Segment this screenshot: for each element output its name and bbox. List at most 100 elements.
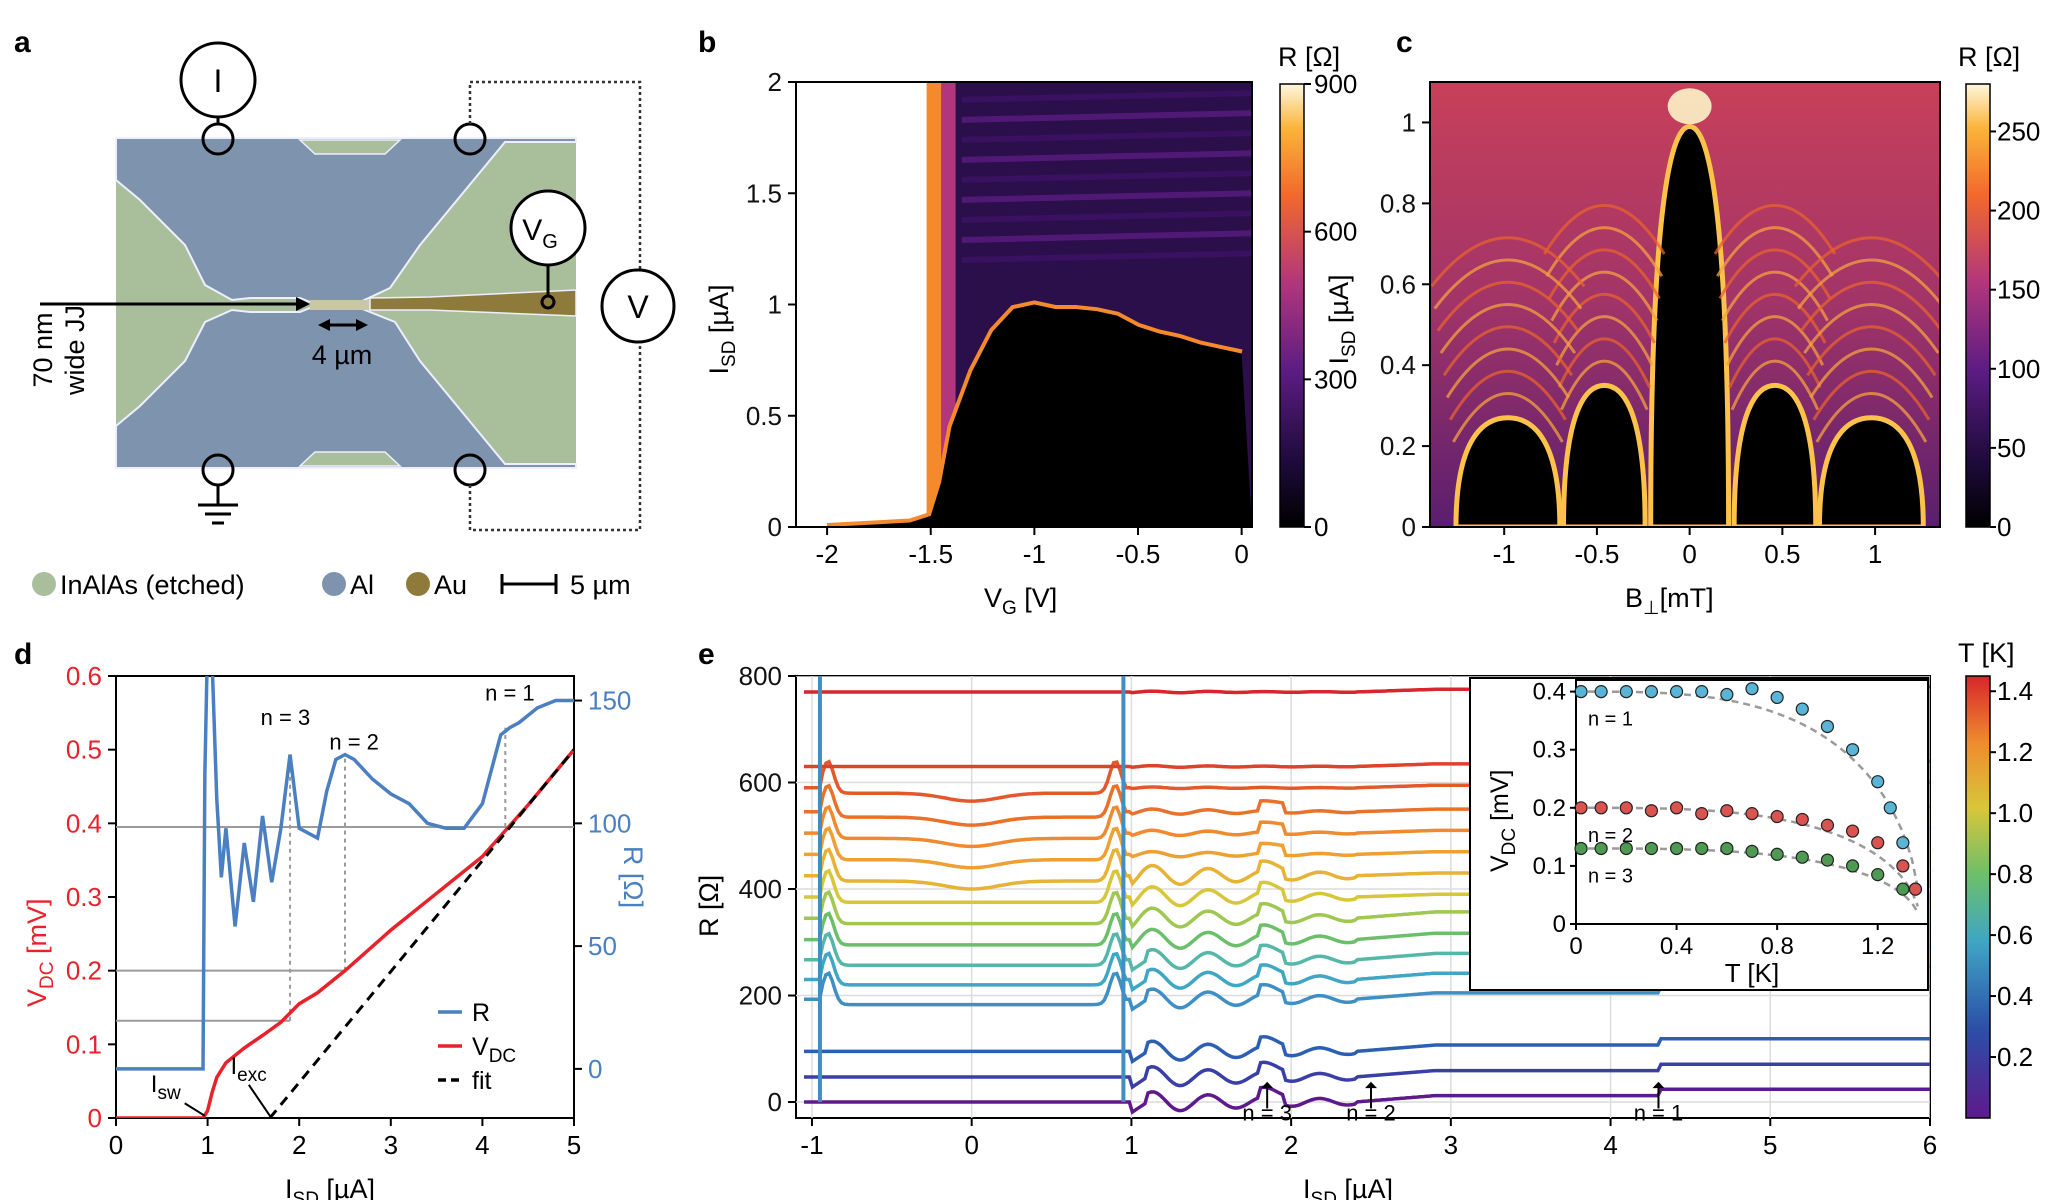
width-label: 4 µm [312, 340, 373, 370]
voltmeter-wire-top [468, 80, 642, 280]
colorbar-tick-label: 900 [1314, 69, 1357, 99]
x-tick-label: 5 [1763, 1130, 1777, 1160]
top-notch [298, 139, 402, 155]
gate-contact [540, 294, 556, 310]
inset-x-label: T [K] [1725, 958, 1779, 988]
y-tick-label: 400 [739, 874, 782, 904]
x-tick-label: 3 [384, 1130, 398, 1160]
y-tick-label: 0.4 [1380, 350, 1416, 380]
inset-series-label: n = 1 [1588, 709, 1633, 731]
x-tick-label: -1.5 [908, 539, 953, 569]
legend-label-al: Al [350, 570, 374, 600]
resonance-streak [961, 210, 1252, 223]
colorbar-c-title: R [Ω] [1958, 42, 2020, 72]
fringe-arc [1439, 303, 1577, 354]
bottom-notch [298, 451, 402, 467]
panel-label-b: b [698, 26, 716, 59]
inset-point [1695, 807, 1709, 821]
inset-point [1695, 685, 1709, 699]
inset-point [1820, 818, 1835, 832]
inset-y-label: VDC [mV] [1486, 770, 1520, 872]
annotation-n3: n = 3 [261, 705, 311, 730]
x-tick-label: 3 [1444, 1130, 1458, 1160]
y-tick-label: 0.6 [66, 661, 102, 691]
x-tick-label: 2 [1284, 1130, 1298, 1160]
current-source-label: I [214, 63, 223, 99]
fringe-arc [1796, 258, 1940, 310]
fringe-arc [1552, 292, 1656, 344]
x-tick-label: -1 [1023, 539, 1046, 569]
colorbar-c-ticks: 0 50 100 150 200 250 [1990, 116, 2040, 542]
inset-point [1669, 685, 1684, 699]
colorbar-tick-label: 100 [1997, 354, 2040, 384]
colorbar-tick-label: 0.4 [1997, 981, 2033, 1011]
x-tick-label: 0 [109, 1130, 123, 1160]
legend-swatch-au [406, 572, 430, 596]
fringe-arc [1550, 270, 1659, 322]
colorbar-tick-label: 0 [1997, 512, 2011, 542]
inset-point [1594, 685, 1608, 699]
x-tick-label: -0.5 [1575, 539, 1620, 569]
inset-point [1644, 685, 1659, 699]
voltmeter [600, 268, 676, 344]
axes-c: -1 -0.5 0 0.5 1 0 0.2 0.4 0.6 0.8 1 B⊥[mT] ISD [µA] [1324, 107, 1882, 619]
y-right-tick-label: 100 [588, 808, 631, 838]
trace-t-0.02 [804, 1085, 1930, 1115]
inset-point [1845, 743, 1860, 757]
y-tick-label: 0.4 [66, 808, 102, 838]
x-tick-label: 1 [1868, 539, 1882, 569]
legend-label-au: Au [434, 570, 467, 600]
x-tick-label: 0 [1682, 539, 1696, 569]
critical-current-lobe [1561, 382, 1648, 527]
fringe-arc [1547, 248, 1661, 300]
inset-x-tick-label: 0.8 [1760, 933, 1793, 960]
jj-arrowhead [296, 297, 310, 311]
inset-point [1574, 801, 1588, 815]
fringe-arc [1806, 325, 1937, 377]
annotation-arrowhead [1261, 1081, 1274, 1089]
annotation-n2: n = 2 [329, 730, 379, 755]
inset-point [1896, 882, 1910, 896]
inset-series-label: n = 2 [1588, 825, 1633, 847]
width-arrowhead-right [356, 319, 368, 331]
inset-y-tick-label: 0.2 [1533, 795, 1566, 822]
inset-point [1574, 685, 1588, 699]
panel-label-c: c [1396, 26, 1413, 59]
inset-point [1644, 804, 1659, 818]
inset-point [1619, 685, 1633, 699]
inset-y-tick-label: 0 [1553, 911, 1566, 938]
trace-t-0.15 [804, 1060, 1930, 1090]
isw-arrow [184, 1102, 206, 1117]
y-tick-label: 0 [1402, 512, 1416, 542]
gate-source-label: VG [522, 214, 558, 253]
material-legend: InAlAs (etched) Al Au 5 µm [32, 570, 631, 600]
resonance-streak [961, 90, 1252, 103]
y-tick-label: 0.5 [66, 735, 102, 765]
plot-d [116, 676, 574, 1118]
panel-a: a 70 nm wide JJ 4 µm I V VG [14, 26, 676, 600]
legend-swatch-inalas [32, 572, 56, 596]
inset-x-tick-label: 1.2 [1861, 933, 1894, 960]
scalebar-label: 5 µm [570, 570, 631, 600]
fringe-arc [1718, 248, 1832, 300]
inset-point [1845, 859, 1860, 873]
y-tick-label: 1.5 [746, 178, 782, 208]
inset-y-tick-label: 0.4 [1533, 679, 1566, 706]
y-right-tick-label: 0 [588, 1054, 602, 1084]
voltmeter-wire-bottom [468, 334, 642, 532]
y-axis-label-c: ISD [µA] [1324, 275, 1360, 365]
colorbar-b [1279, 83, 1305, 528]
inset-point [1619, 801, 1633, 815]
colorbar-tick-label: 0.2 [1997, 1042, 2033, 1072]
inset-outer-frame [1469, 677, 1929, 991]
inset-point [1720, 687, 1734, 702]
fringe-arc [1800, 280, 1940, 332]
x-axis-label-e: ISD [µA] [1303, 1174, 1393, 1200]
y-axis-label-b: ISD [µA] [704, 285, 740, 375]
axes-e: n = 3 n = 2 n = 1 -1 0 1 2 3 4 5 6 0 200 400 600 800 ISD… [694, 661, 1937, 1200]
inset-point [1669, 801, 1684, 815]
fringe-arc [1560, 359, 1649, 411]
inset-point [1871, 775, 1885, 789]
jj-label-line1: 70 nm [28, 312, 58, 387]
au-gate [369, 289, 577, 317]
